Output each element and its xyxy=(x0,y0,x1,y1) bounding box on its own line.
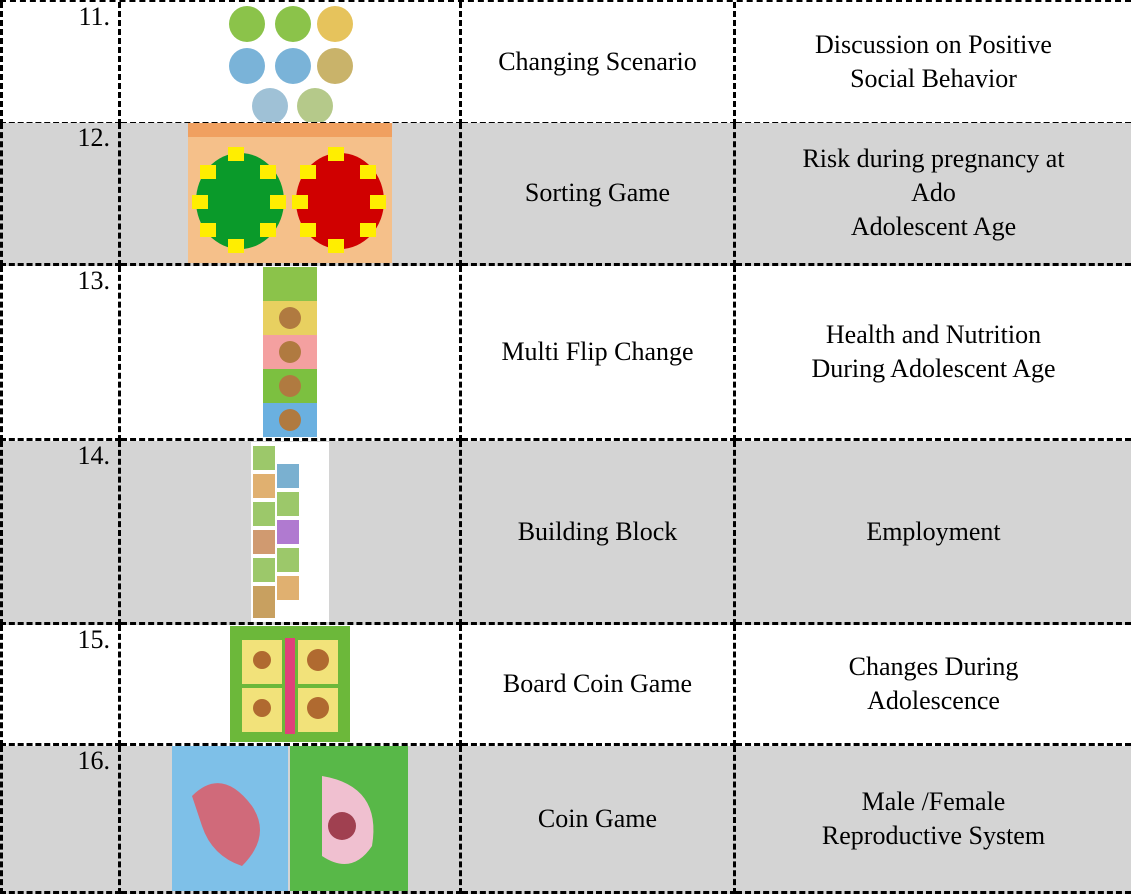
topic: Changes During Adolescence xyxy=(736,625,1131,746)
table-row: 11. Changing Scenario Discussion on Posi… xyxy=(0,0,1131,125)
game-image xyxy=(230,626,350,742)
topic-line: Social Behavior xyxy=(850,64,1017,93)
topic: Risk during pregnancy at Ado Adolescent … xyxy=(736,123,1131,266)
topic-line: Health and Nutrition xyxy=(825,320,1042,349)
topic-line: Male /Female xyxy=(861,786,1006,816)
topic: Employment xyxy=(736,441,1131,625)
topic: Health and Nutrition During Adolescent A… xyxy=(736,266,1131,441)
image-cell xyxy=(121,625,462,746)
row-number: 14. xyxy=(0,441,121,625)
row-number: 13. xyxy=(0,266,121,441)
table-row: 15. Board Coin Game Changes During Adole… xyxy=(0,625,1131,746)
game-name: Coin Game xyxy=(462,746,736,894)
topic-line: Ado xyxy=(911,178,956,207)
topic-line: Reproductive System xyxy=(821,820,1046,850)
game-name: Building Block xyxy=(462,441,736,625)
game-name: Board Coin Game xyxy=(462,625,736,746)
game-name: Sorting Game xyxy=(462,123,736,266)
row-number: 16. xyxy=(0,746,121,894)
topic: Discussion on Positive Social Behavior xyxy=(736,2,1131,125)
game-image xyxy=(229,6,353,122)
image-cell xyxy=(121,441,462,625)
topic: Male /Female Reproductive System xyxy=(736,746,1131,894)
image-cell xyxy=(121,2,462,125)
image-cell xyxy=(121,123,462,266)
topic-line: Changes During xyxy=(848,652,1019,681)
row-number: 12. xyxy=(0,123,121,266)
topic-line: Risk during pregnancy at xyxy=(802,144,1065,173)
topic-line: During Adolescent Age xyxy=(811,354,1056,383)
table-row: 13. Multi Flip Change Health and Nutriti… xyxy=(0,266,1131,441)
game-image xyxy=(172,746,408,891)
topic-line: Employment xyxy=(866,516,1001,546)
game-image xyxy=(188,123,392,263)
row-number: 15. xyxy=(0,625,121,746)
row-number: 11. xyxy=(0,2,121,125)
game-name: Changing Scenario xyxy=(462,2,736,125)
image-cell xyxy=(121,266,462,441)
topic-line: Discussion on Positive xyxy=(815,30,1052,59)
game-image xyxy=(251,441,329,622)
table-row: 14. Building Block Employment xyxy=(0,441,1131,625)
game-name: Multi Flip Change xyxy=(462,266,736,441)
topic-line: Adolescent Age xyxy=(850,212,1017,241)
game-image xyxy=(263,267,317,437)
table-row: 16. Coin Game Male /Female Reproductive … xyxy=(0,746,1131,894)
topic-line: Adolescence xyxy=(867,686,1000,715)
table-row: 12. Sorting Game Risk during pregnancy a… xyxy=(0,123,1131,266)
image-cell xyxy=(121,746,462,894)
